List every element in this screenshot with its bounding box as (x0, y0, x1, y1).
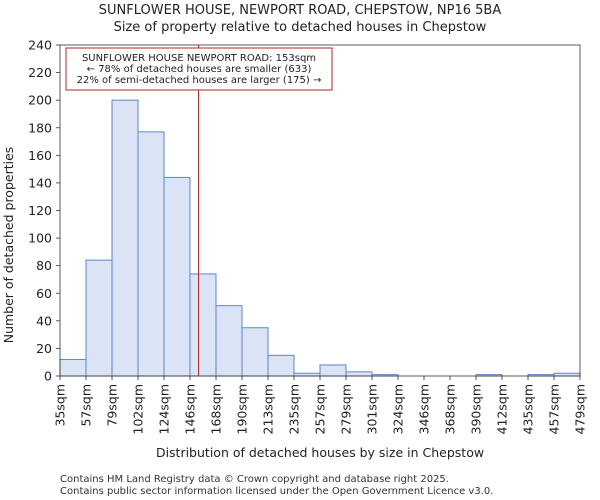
x-tick-label-435sqm: 435sqm (521, 384, 536, 434)
bar-190sqm (241, 327, 269, 377)
y-tick-label-80: 80 (36, 258, 52, 273)
y-tick-label-140: 140 (28, 175, 52, 190)
footer-line-2: Contains public sector information licen… (60, 486, 493, 497)
x-axis-ticks: 35sqm 57sqm 79sqm 102sqm 124sqm 146sqm 168sqm 1… (53, 376, 588, 434)
y-tick-label-60: 60 (36, 286, 52, 301)
bar-168sqm (215, 305, 243, 377)
x-tick-label-102sqm: 102sqm (131, 384, 146, 434)
y-tick-label-240: 240 (28, 38, 52, 53)
y-tick-label-100: 100 (28, 231, 52, 246)
y-tick-label-180: 180 (28, 120, 52, 135)
x-tick-label-168sqm: 168sqm (209, 384, 224, 434)
annotation-line-3: 22% of semi-detached houses are larger (… (77, 75, 322, 86)
x-tick-label-146sqm: 146sqm (183, 384, 198, 434)
x-tick-label-390sqm: 390sqm (469, 384, 484, 434)
bar-102sqm (137, 131, 165, 377)
footer-line-1: Contains HM Land Registry data © Crown c… (60, 474, 449, 485)
x-tick-label-346sqm: 346sqm (417, 384, 432, 434)
bar-79sqm (111, 99, 139, 377)
x-tick-label-79sqm: 79sqm (105, 384, 120, 427)
bar-257sqm (319, 364, 347, 377)
y-tick-label-220: 220 (28, 65, 52, 80)
annotation-line-2: ← 78% of detached houses are smaller (63… (87, 64, 312, 75)
x-tick-label-368sqm: 368sqm (443, 384, 458, 434)
bar-57sqm (85, 259, 113, 377)
x-tick-label-235sqm: 235sqm (287, 384, 302, 434)
bars-group (59, 99, 581, 377)
annotation-box: SUNFLOWER HOUSE NEWPORT ROAD: 153sqm ← 7… (65, 47, 333, 91)
annotation-line-1: SUNFLOWER HOUSE NEWPORT ROAD: 153sqm (82, 53, 316, 64)
y-tick-label-200: 200 (28, 93, 52, 108)
bar-35sqm (59, 358, 87, 377)
x-tick-label-257sqm: 257sqm (313, 384, 328, 434)
y-axis-ticks: 0 20 40 60 80 100 120 140 160 180 200 220 240 (28, 38, 60, 384)
y-tick-label-40: 40 (36, 313, 52, 328)
x-tick-label-479sqm: 479sqm (573, 384, 588, 434)
x-tick-label-457sqm: 457sqm (547, 384, 562, 434)
x-tick-label-213sqm: 213sqm (261, 384, 276, 434)
bar-146sqm (189, 273, 217, 377)
y-tick-label-20: 20 (36, 341, 52, 356)
bar-124sqm (163, 176, 191, 377)
y-tick-label-0: 0 (44, 369, 52, 384)
y-tick-label-160: 160 (28, 148, 52, 163)
chart-subtitle: Size of property relative to detached ho… (114, 20, 487, 35)
x-tick-label-190sqm: 190sqm (235, 384, 250, 434)
x-tick-label-124sqm: 124sqm (157, 384, 172, 434)
x-tick-label-57sqm: 57sqm (79, 384, 94, 427)
x-tick-label-35sqm: 35sqm (53, 384, 68, 427)
annotation-frame (65, 47, 333, 91)
x-tick-label-324sqm: 324sqm (391, 384, 406, 434)
x-tick-label-279sqm: 279sqm (339, 384, 354, 434)
y-axis-label: Number of detached properties (1, 147, 16, 344)
bar-235sqm (293, 372, 321, 377)
plot-frame (59, 44, 581, 377)
chart-title: SUNFLOWER HOUSE, NEWPORT ROAD, CHEPSTOW,… (99, 3, 502, 18)
x-tick-label-412sqm: 412sqm (495, 384, 510, 434)
bar-457sqm (553, 372, 581, 377)
y-tick-label-120: 120 (28, 203, 52, 218)
x-axis-label: Distribution of detached houses by size … (156, 445, 484, 460)
x-tick-label-301sqm: 301sqm (365, 384, 380, 434)
bar-213sqm (267, 354, 295, 377)
bar-279sqm (345, 371, 373, 377)
